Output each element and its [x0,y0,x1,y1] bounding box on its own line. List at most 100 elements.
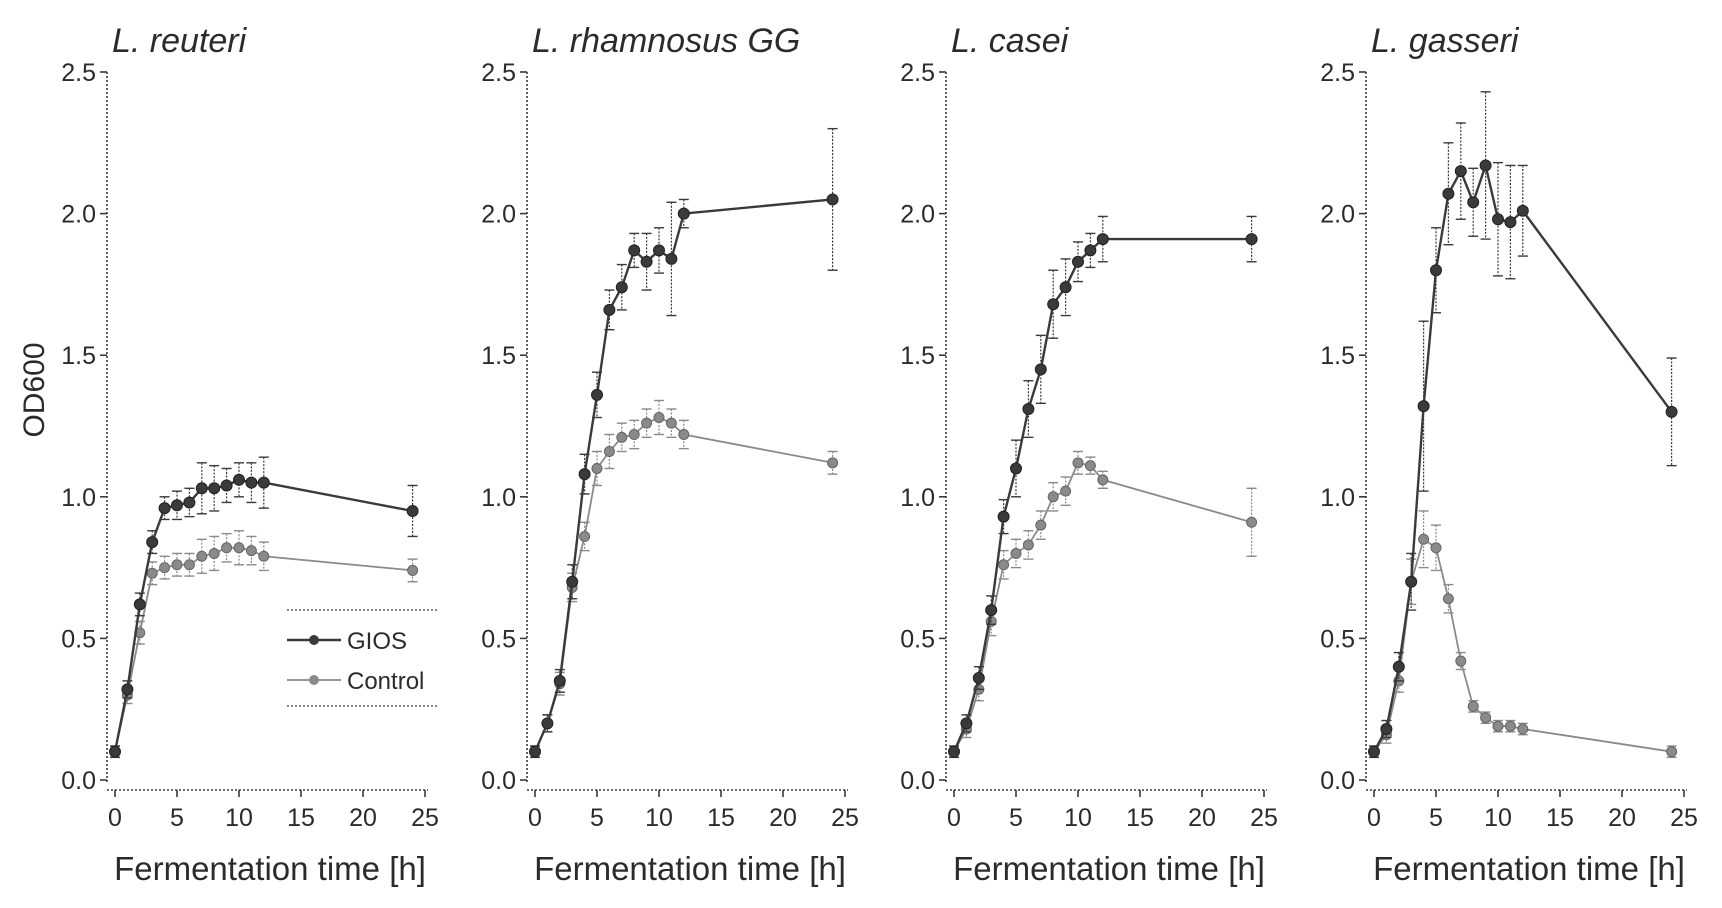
data-point [1492,720,1504,732]
series-gios [109,456,419,759]
y-tick-label: 2.0 [61,201,96,229]
data-point [183,496,196,509]
x-tick-label: 15 [287,804,315,832]
data-point [1442,187,1455,200]
data-point [566,575,579,588]
data-point [171,499,183,512]
x-axis-label: Fermentation time [h] [1373,850,1685,887]
y-tick-label: 0.0 [900,767,935,795]
data-point [245,476,258,489]
data-point [1455,655,1467,667]
x-tick-label: 25 [1250,804,1278,832]
data-point [183,559,195,571]
data-point [1380,723,1393,736]
y-tick-label: 1.5 [900,342,935,370]
y-tick-label: 2.0 [481,201,516,229]
x-tick-label: 20 [1608,804,1636,832]
data-point [948,745,960,758]
data-point [826,193,839,206]
series-line [113,478,413,752]
data-point [960,717,973,730]
data-point [1010,462,1022,475]
x-tick-label: 0 [108,804,122,832]
data-point [640,255,653,268]
data-point [628,428,640,440]
y-tick-label: 2.5 [900,59,935,87]
data-point [591,462,603,474]
data-point [196,550,208,562]
data-point [109,745,121,758]
data-point [653,244,665,257]
y-tick-label: 0.5 [1320,625,1355,653]
data-point [171,559,183,571]
series-line [534,416,833,753]
data-point [1454,165,1467,178]
data-point [1442,593,1454,605]
data-point [1047,491,1059,503]
x-tick-label: 20 [769,804,797,832]
x-tick-label: 5 [1429,804,1443,832]
x-tick-label: 10 [645,804,673,832]
series-control [948,450,1258,759]
x-axis-label: Fermentation time [h] [953,850,1265,887]
data-point [1368,745,1380,758]
data-point [158,502,171,515]
data-point [1022,403,1035,416]
data-point [221,542,233,554]
x-tick-label: 0 [1367,804,1381,832]
x-tick-label: 0 [947,804,961,832]
data-point [997,510,1010,523]
data-point [665,252,678,265]
data-point [1022,539,1034,551]
data-point [146,567,158,579]
data-point [1665,405,1678,418]
panel-title: L. gasseri [1371,22,1520,60]
data-point [603,303,616,316]
data-point [1516,204,1529,217]
data-point [233,542,245,554]
data-point [121,683,134,696]
data-point [1467,700,1479,712]
y-tick-label: 0.0 [1320,767,1355,795]
data-point [1467,196,1480,209]
data-point [1072,255,1084,268]
y-tick-label: 1.5 [481,342,516,370]
data-point [1059,281,1072,294]
x-tick-label: 15 [1546,804,1574,832]
x-tick-label: 10 [225,804,253,832]
data-point [972,672,985,685]
data-point [208,547,220,559]
data-point [1504,720,1516,732]
x-tick-label: 25 [411,804,439,832]
data-point [1246,516,1258,528]
data-point [1060,485,1072,497]
legend-swatch-marker [309,675,319,685]
data-point [406,504,419,517]
y-tick-label: 1.0 [1320,484,1355,512]
data-point [1480,712,1492,724]
data-point [678,428,690,440]
y-tick-label: 2.0 [900,201,935,229]
data-point [1417,400,1430,413]
data-point [407,564,419,576]
y-tick-label: 2.0 [1320,201,1355,229]
x-tick-label: 15 [707,804,735,832]
x-tick-label: 5 [170,804,184,832]
data-point [1072,457,1084,469]
panel-title: L. casei [951,22,1070,60]
x-axis-label: Fermentation time [h] [534,850,846,887]
data-point [591,388,603,401]
data-point [1418,533,1430,545]
y-tick-label: 2.5 [1320,59,1355,87]
data-point [195,482,208,495]
data-point [1010,547,1022,559]
chart-panel-2: L. rhamnosus GG 0.0 0.5 1.0 1.5 2.0 2.5 0 5 10 15 2… [481,22,859,887]
series-gios [529,127,839,759]
panel-title: L. rhamnosus GG [532,22,800,60]
data-point [1245,233,1258,246]
y-tick-label: 2.5 [481,59,516,87]
data-point [1047,298,1060,311]
data-point [1034,363,1047,376]
data-point [1035,519,1047,531]
